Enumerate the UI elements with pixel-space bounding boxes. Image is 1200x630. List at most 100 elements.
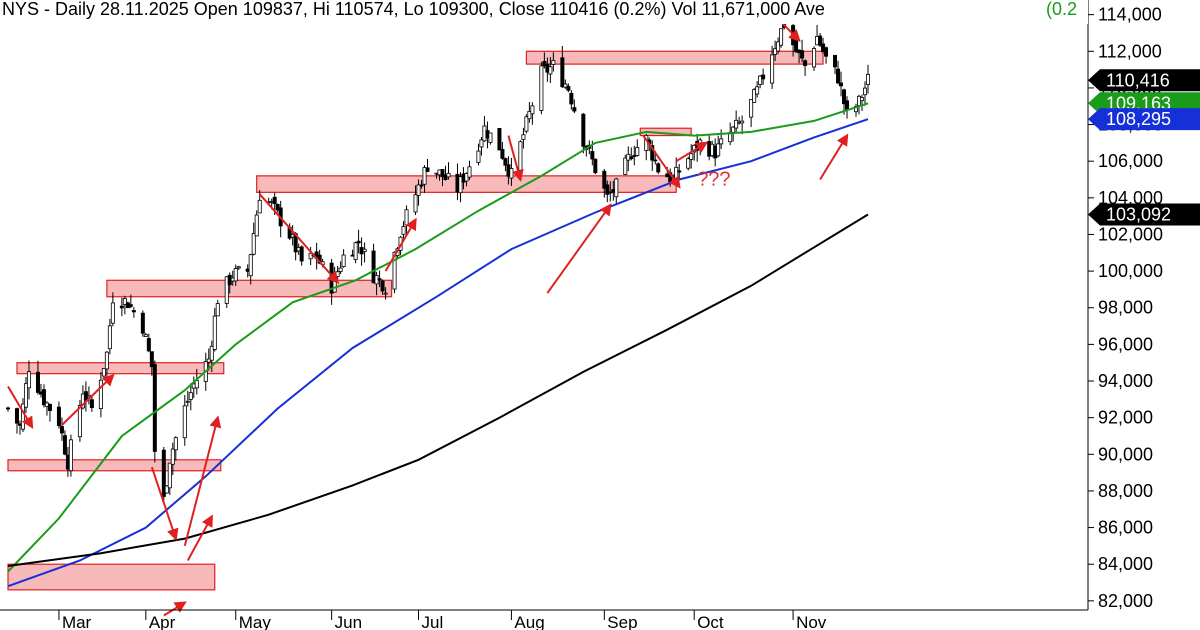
candle <box>380 279 385 295</box>
candle <box>824 46 829 64</box>
candle <box>401 221 406 241</box>
candle <box>257 190 262 214</box>
candle <box>740 115 745 135</box>
candle <box>800 39 805 63</box>
trend-arrow <box>507 135 524 182</box>
candle <box>467 160 472 180</box>
candle <box>632 145 637 166</box>
candle <box>758 74 763 89</box>
candle <box>254 210 259 237</box>
trend-arrow <box>7 386 34 429</box>
candle <box>356 229 361 254</box>
candle <box>551 52 556 72</box>
candle <box>236 265 241 270</box>
candle <box>107 318 112 355</box>
candle <box>89 395 94 412</box>
trend-arrow <box>61 373 115 426</box>
candle <box>422 165 427 193</box>
y-tick-label: 102,000 <box>1098 224 1163 244</box>
candle <box>173 436 178 461</box>
candle <box>560 45 565 89</box>
x-tick-label: Jul <box>422 613 444 630</box>
candle <box>521 127 526 149</box>
moving-average-line <box>7 213 869 567</box>
candle <box>602 168 607 198</box>
candle <box>161 446 166 501</box>
y-tick-label: 92,000 <box>1098 408 1153 428</box>
moving-averages-layer <box>7 102 869 588</box>
candle <box>353 241 358 264</box>
candle <box>686 156 691 171</box>
x-axis: Mar Apr May Jun Jul Aug Sep Oct Nov <box>58 610 827 630</box>
resistance-zone <box>7 459 222 472</box>
candle <box>518 140 523 177</box>
candle <box>131 307 136 318</box>
x-tick-label: Mar <box>62 613 92 630</box>
candle <box>863 81 868 106</box>
candle <box>527 101 532 123</box>
candle <box>170 442 175 476</box>
y-tick-label: 94,000 <box>1098 371 1153 391</box>
candle <box>836 60 841 85</box>
y-tick-label: 90,000 <box>1098 444 1153 464</box>
candle <box>542 52 547 69</box>
candle <box>182 395 187 446</box>
candle <box>539 62 544 115</box>
candle <box>719 129 724 149</box>
candle <box>530 102 535 125</box>
candle <box>443 165 448 181</box>
x-tick-label: Nov <box>796 613 827 630</box>
x-tick-label: Jun <box>335 613 362 630</box>
candle <box>413 185 418 216</box>
candle <box>338 261 343 275</box>
candle <box>569 89 574 110</box>
value-badge-label: 103,092 <box>1106 204 1171 224</box>
y-tick-label: 112,000 <box>1098 41 1162 61</box>
candle <box>803 59 808 76</box>
candle <box>41 384 46 408</box>
candle <box>185 390 190 407</box>
candle <box>761 68 766 85</box>
candle <box>122 295 127 315</box>
trend-arrow <box>163 601 187 617</box>
y-tick-label: 82,000 <box>1098 591 1153 611</box>
candle <box>716 135 721 158</box>
candle <box>110 292 115 327</box>
candle <box>614 177 619 205</box>
y-tick-label: 84,000 <box>1098 554 1153 574</box>
trend-arrow <box>642 134 681 189</box>
value-badge-label: 110,416 <box>1106 70 1170 90</box>
moving-average-line <box>7 118 869 588</box>
arrows-layer <box>7 21 849 617</box>
trend-arrow <box>675 141 709 163</box>
candle <box>563 79 568 89</box>
candle <box>773 40 778 61</box>
candle <box>392 251 397 294</box>
candle <box>371 243 376 284</box>
y-tick-label: 96,000 <box>1098 334 1153 354</box>
x-tick-label: Sep <box>607 613 637 630</box>
trend-arrow <box>258 193 340 284</box>
y-tick-label: 86,000 <box>1098 518 1153 538</box>
candle <box>818 33 823 48</box>
resistance-zone <box>7 563 216 591</box>
candle <box>503 157 508 172</box>
candle <box>56 401 61 429</box>
trend-arrow <box>183 415 222 547</box>
candle <box>749 99 754 128</box>
candle <box>167 462 172 495</box>
candle <box>734 110 739 134</box>
candle <box>416 179 421 206</box>
candles-layer <box>6 19 871 501</box>
chart-header-text: NYS - Daily 28.11.2025 Open 109837, Hi 1… <box>2 0 825 19</box>
value-badge-label: 108,295 <box>1106 109 1171 129</box>
resistance-zone <box>16 362 225 375</box>
candle <box>299 245 304 266</box>
trend-arrow <box>819 133 849 181</box>
candle <box>656 162 661 175</box>
candle <box>497 128 502 151</box>
candle <box>275 203 280 213</box>
candle <box>488 132 493 145</box>
candle <box>68 434 73 477</box>
